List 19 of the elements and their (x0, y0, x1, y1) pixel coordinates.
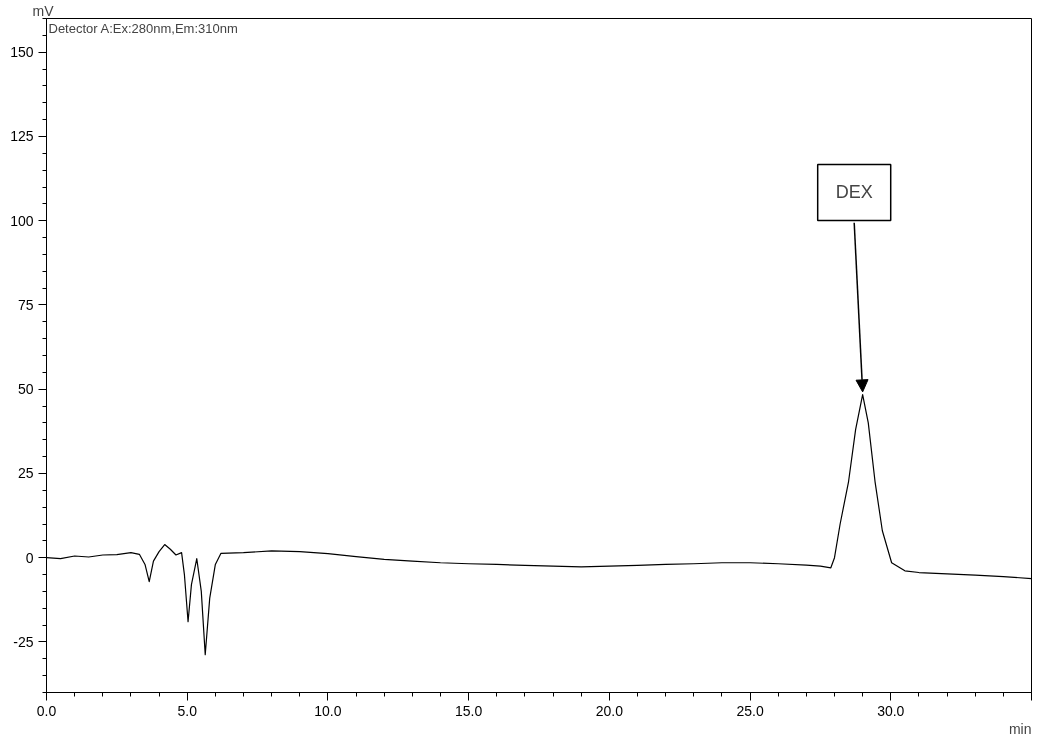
x-tick-label: 10.0 (314, 702, 342, 719)
x-tick-label: 30.0 (877, 702, 905, 719)
y-tick-label: 75 (17, 296, 34, 313)
y-tick-label: 100 (10, 212, 34, 229)
x-tick-label: 0.0 (36, 702, 57, 719)
x-axis-title: min (1008, 720, 1032, 736)
y-axis-title: mV (32, 2, 55, 19)
y-tick-label: -25 (13, 633, 34, 650)
x-tick-label: 20.0 (595, 702, 624, 719)
annotation: Detector A:Ex:280nm,Em:310nm (48, 20, 238, 36)
y-tick-label: 25 (17, 465, 34, 482)
x-tick-label: 15.0 (455, 702, 483, 719)
y-tick-label: 50 (17, 381, 34, 398)
y-tick-label: 125 (10, 128, 34, 145)
y-tick-label: 150 (10, 44, 34, 61)
y-tick-label: 0 (25, 549, 34, 566)
annotation: DEX (835, 182, 873, 203)
x-tick-label: 25.0 (736, 702, 764, 719)
x-tick-label: 5.0 (177, 702, 198, 719)
